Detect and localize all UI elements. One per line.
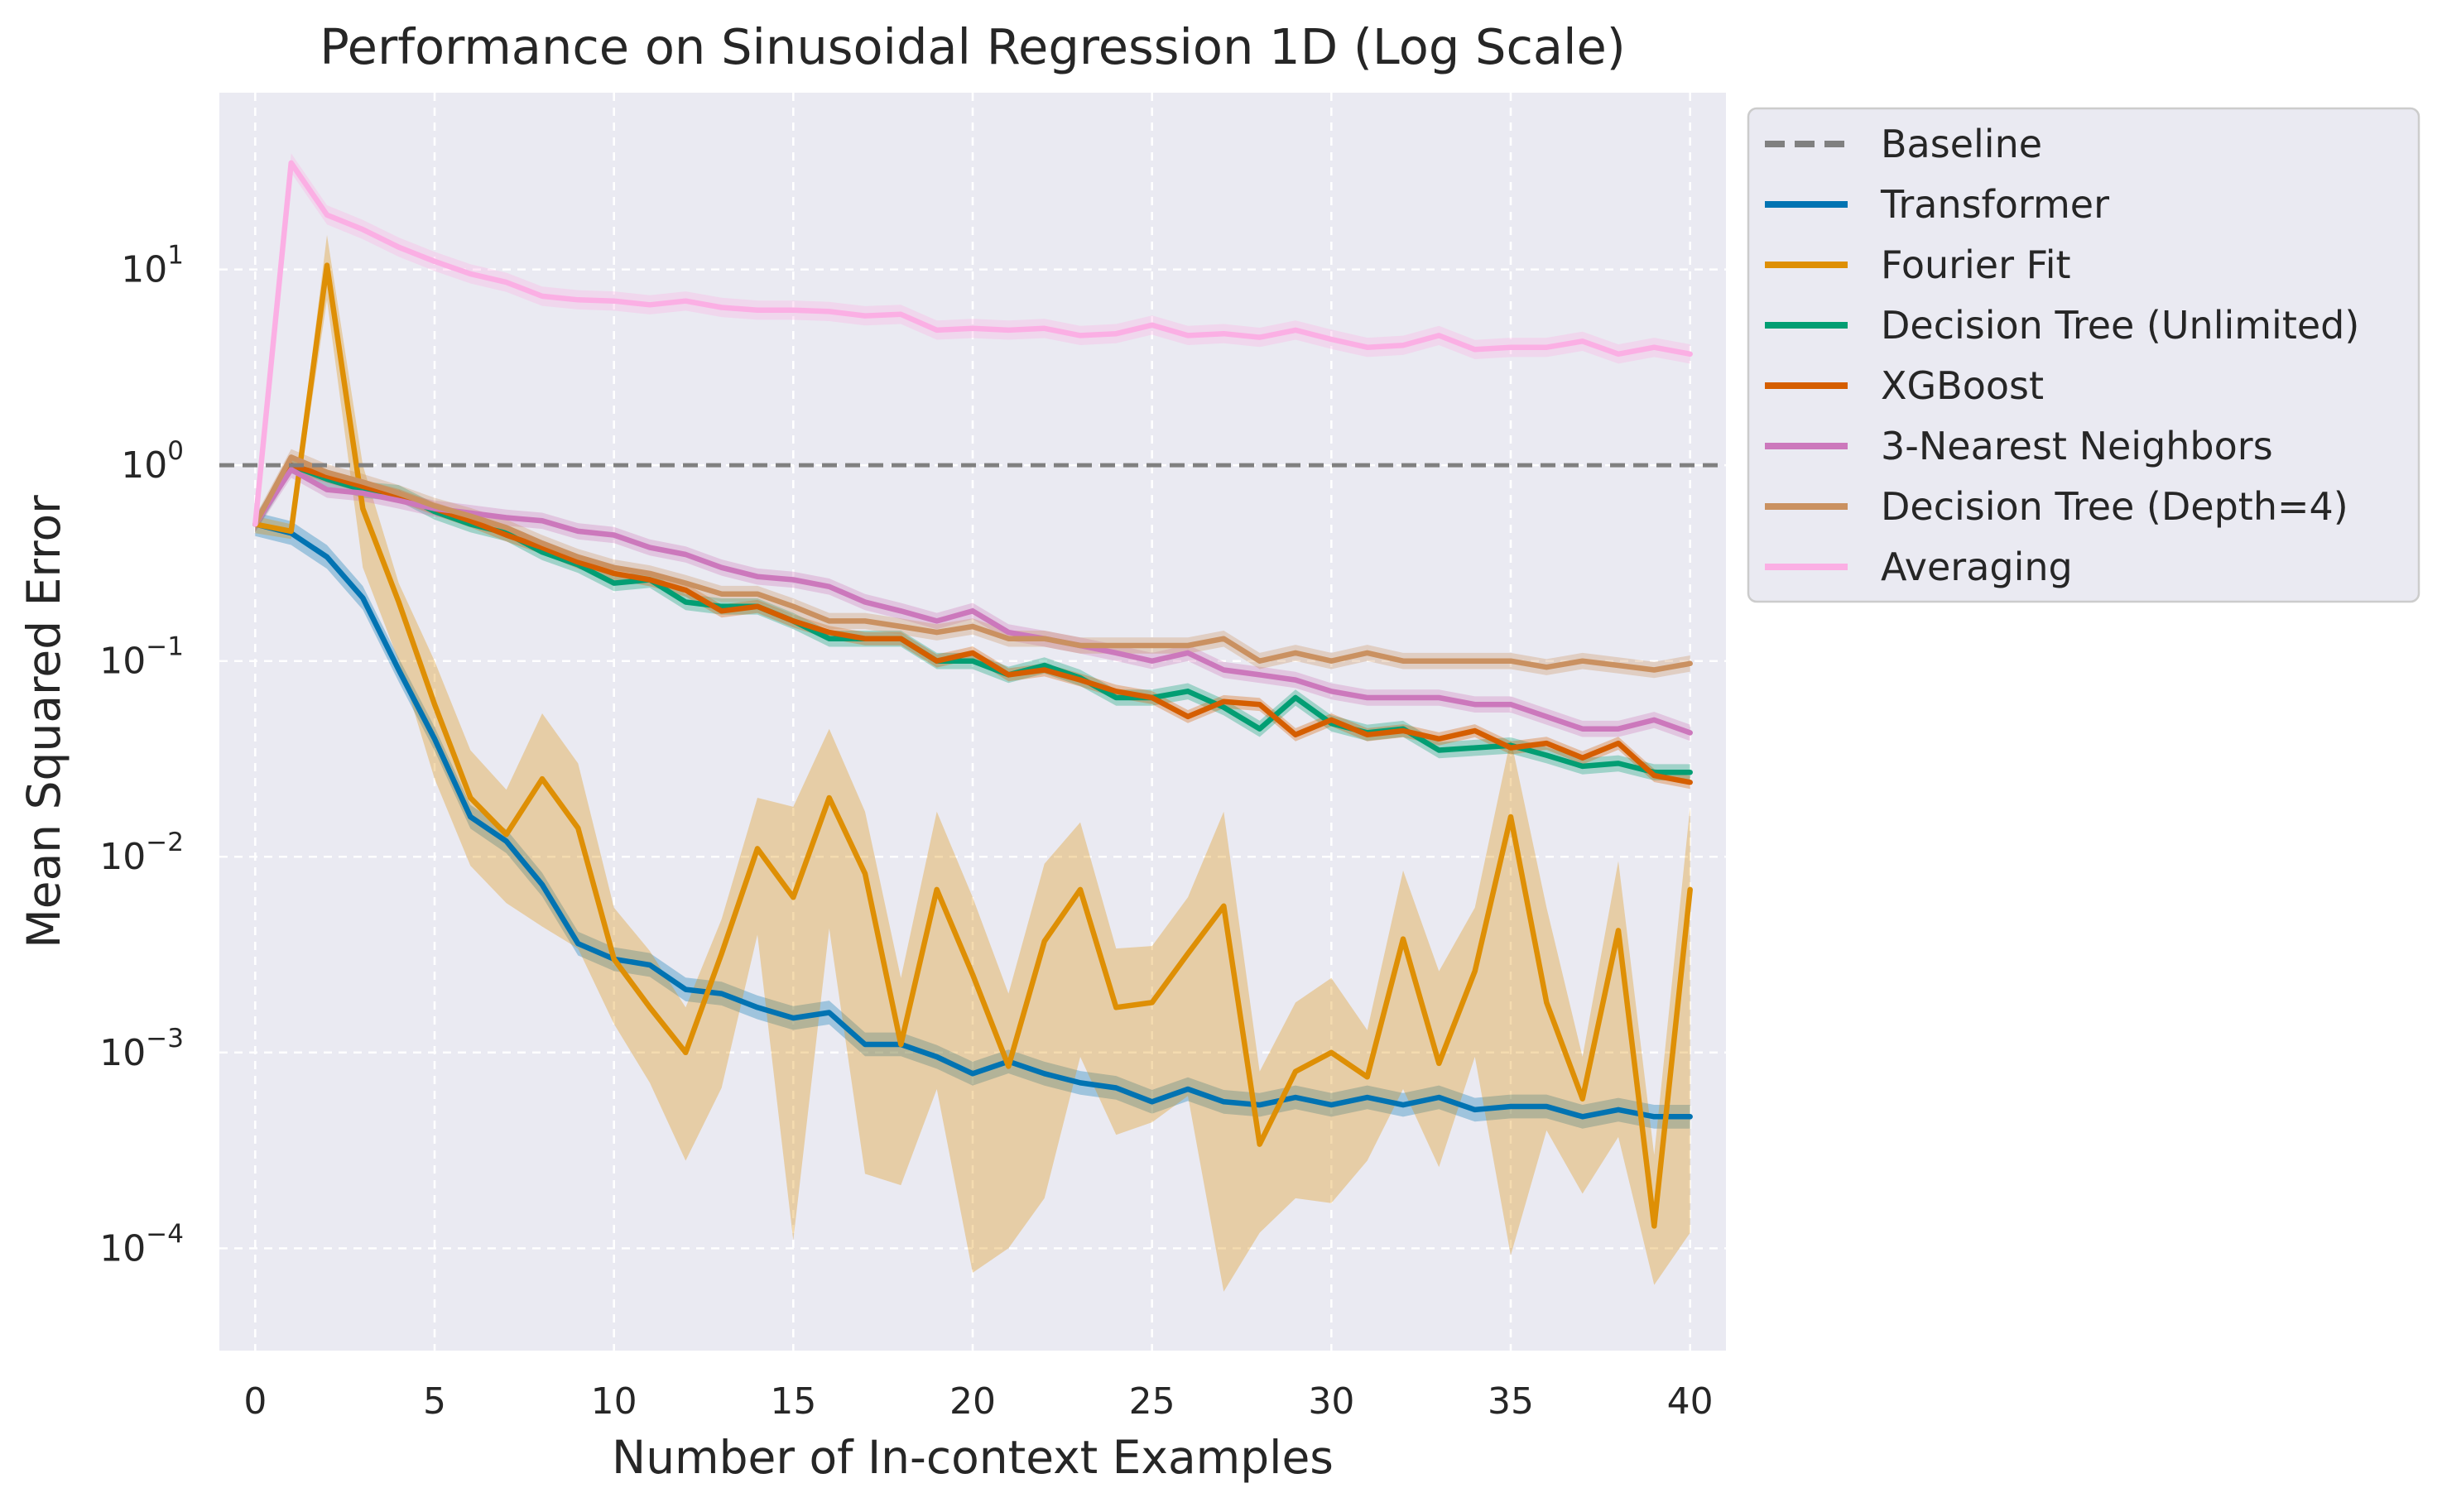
y-tick-labels: 10−4 10−3 10−2 10−1 100 101: [99, 241, 184, 1270]
x-tick-labels: 0 5 10 15 20 25 30 35 40: [243, 1380, 1713, 1423]
y-tick-label: 100: [121, 436, 184, 487]
x-tick-label: 30: [1308, 1380, 1354, 1423]
series-line-0: [252, 521, 1693, 1120]
legend-label: 3-Nearest Neighbors: [1881, 424, 2273, 468]
legend-label: Decision Tree (Unlimited): [1881, 303, 2359, 348]
series-line-3: [252, 462, 1693, 785]
confidence-band-4: [255, 461, 1690, 742]
x-tick-label: 40: [1667, 1380, 1714, 1423]
confidence-band-1: [255, 235, 1690, 1292]
y-tick-label: 10−3: [99, 1024, 184, 1074]
y-axis-label: Mean Squared Error: [17, 495, 70, 948]
series-line-5: [252, 454, 1693, 673]
legend-label: Averaging: [1881, 545, 2073, 589]
y-tick-label: 10−4: [99, 1219, 184, 1270]
series-line-4: [252, 467, 1693, 736]
x-axis-label: Number of In-context Examples: [612, 1431, 1334, 1484]
x-tick-label: 10: [591, 1380, 637, 1423]
x-tick-label: 20: [949, 1380, 996, 1423]
legend: Baseline Transformer Fourier Fit Decision T…: [1747, 107, 2420, 603]
y-tick-label: 10−1: [99, 632, 184, 683]
confidence-band-5: [255, 449, 1690, 679]
legend-frame: [1747, 107, 2420, 603]
y-tick-label: 10−2: [99, 828, 184, 878]
series-line-1: [252, 262, 1693, 1229]
series-line-6: [252, 160, 1693, 527]
x-tick-label: 35: [1488, 1380, 1534, 1423]
series-lines: [252, 160, 1693, 1229]
legend-label: Baseline: [1881, 122, 2042, 166]
x-tick-label: 15: [770, 1380, 816, 1423]
legend-label: Decision Tree (Depth=4): [1881, 484, 2348, 529]
legend-label: Fourier Fit: [1881, 242, 2071, 287]
x-tick-label: 5: [423, 1380, 446, 1423]
legend-label: XGBoost: [1881, 363, 2044, 408]
x-tick-label: 25: [1129, 1380, 1175, 1423]
chart-title: Performance on Sinusoidal Regression 1D …: [320, 18, 1626, 75]
confidence-band-2: [255, 457, 1690, 780]
y-tick-label: 101: [121, 241, 184, 291]
x-tick-label: 0: [243, 1380, 267, 1423]
legend-label: Transformer: [1880, 182, 2109, 227]
